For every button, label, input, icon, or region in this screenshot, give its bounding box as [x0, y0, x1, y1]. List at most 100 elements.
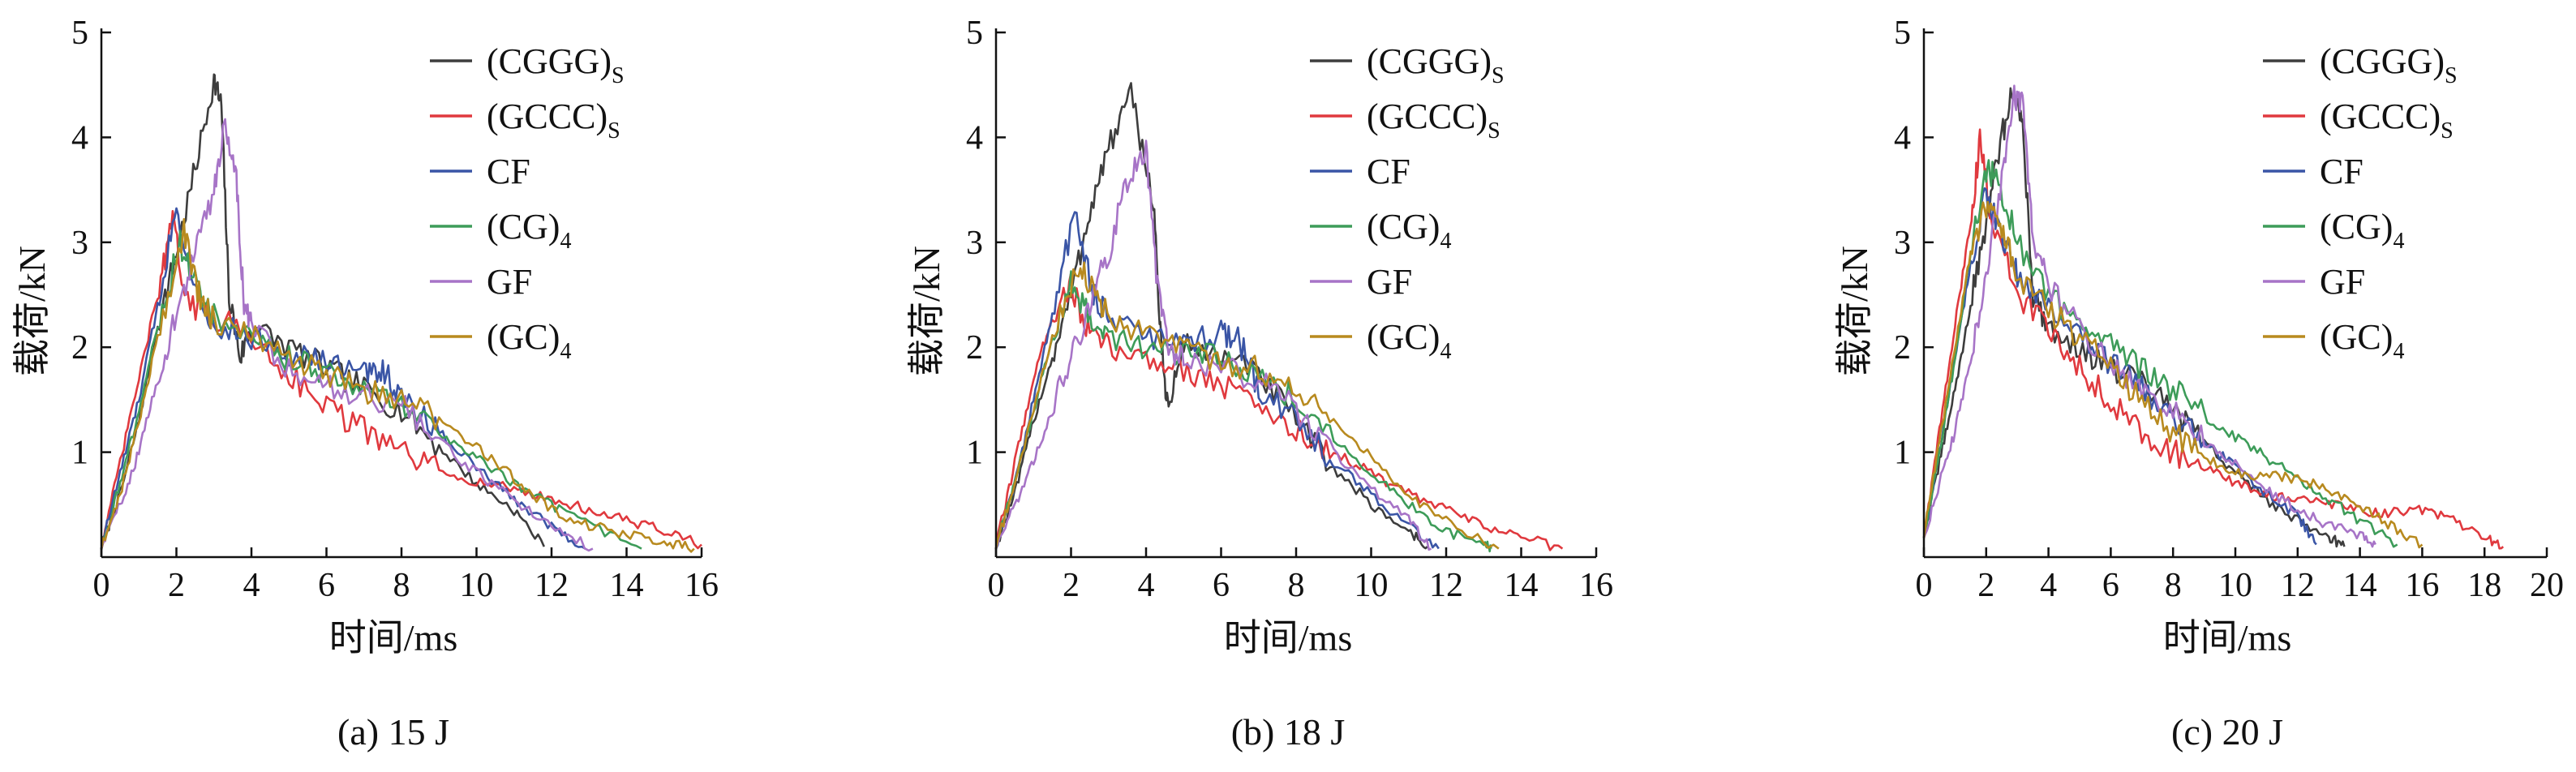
legend-label: (CG)4 [1367, 207, 1451, 254]
legend-subscript: S [1492, 63, 1505, 88]
x-tick-label: 14 [1505, 567, 1539, 604]
legend-subscript: S [2445, 63, 2458, 88]
legend-subscript: 4 [560, 229, 571, 254]
series-line-gf [994, 139, 1432, 551]
x-tick-label: 0 [93, 567, 110, 604]
series-line-gc4 [1922, 200, 2424, 549]
series-line-cf [100, 207, 586, 550]
legend-label: (CGGG)S [2320, 41, 2458, 88]
legend: (CGGG)S (GCCC)S CF (CG)4 GF (GC)4 [1310, 41, 1505, 364]
x-tick-label: 14 [610, 567, 644, 604]
series-line-gc4 [994, 261, 1500, 550]
y-tick-label: 2 [966, 329, 983, 367]
x-axis-label: 时间/ms [1224, 617, 1352, 658]
series-line-gf [100, 118, 594, 552]
y-tick-label: 2 [1894, 329, 1911, 367]
y-tick-label: 3 [966, 225, 983, 262]
x-tick-label: 4 [2040, 567, 2057, 604]
x-tick-label: 2 [1063, 567, 1080, 604]
y-tick-label: 1 [1894, 435, 1911, 472]
legend-label: (CG)4 [2320, 207, 2404, 254]
legend-subscript: 4 [2393, 229, 2404, 254]
x-axis-label: 时间/ms [329, 617, 457, 658]
series-line-cg4 [100, 229, 642, 550]
legend-label: (CGGG)S [1367, 41, 1505, 88]
x-tick-label: 8 [1288, 567, 1305, 604]
legend-label: (CG)4 [487, 207, 571, 254]
x-tick-label: 16 [1579, 567, 1613, 604]
legend-label: CF [1367, 152, 1410, 191]
legend: (CGGG)S (GCCC)S CF (CG)4 GF (GC)4 [430, 41, 625, 364]
x-tick-label: 6 [1213, 567, 1230, 604]
x-tick-label: 4 [243, 567, 260, 604]
series-line-gf [1922, 84, 2376, 548]
legend-subscript: 4 [2393, 339, 2404, 364]
series-line-gcccs [1922, 128, 2505, 550]
legend-subscript: S [1488, 118, 1501, 144]
x-tick-label: 2 [168, 567, 185, 604]
x-tick-label: 16 [2405, 567, 2439, 604]
x-axis-label: 时间/ms [2163, 617, 2291, 658]
legend-label: GF [1367, 262, 1412, 302]
x-tick-label: 10 [1355, 567, 1389, 604]
series-line-gc4 [100, 217, 695, 553]
y-tick-label: 5 [966, 15, 983, 52]
x-tick-label: 2 [1977, 567, 1994, 604]
legend: (CGGG)S (GCCC)S CF (CG)4 GF (GC)4 [2263, 41, 2458, 364]
x-tick-label: 0 [988, 567, 1005, 604]
y-tick-label: 5 [71, 15, 88, 52]
legend-label: CF [2320, 152, 2363, 191]
x-tick-label: 12 [2281, 567, 2315, 604]
legend-label: CF [487, 152, 530, 191]
series-line-cgggs [1922, 87, 2346, 548]
x-tick-label: 14 [2343, 567, 2377, 604]
legend-subscript: S [2441, 118, 2454, 144]
y-tick-label: 1 [966, 435, 983, 472]
x-tick-label: 0 [1916, 567, 1933, 604]
y-axis-label: 载荷/kN [11, 246, 53, 376]
x-tick-label: 12 [1429, 567, 1463, 604]
legend-subscript: 4 [560, 339, 571, 364]
x-tick-label: 18 [2467, 567, 2501, 604]
x-tick-label: 8 [2165, 567, 2182, 604]
legend-label: GF [487, 262, 532, 302]
y-tick-label: 4 [1894, 119, 1911, 157]
series-line-cf [994, 211, 1440, 550]
legend-label: (GCCC)S [2320, 96, 2454, 144]
x-tick-label: 6 [318, 567, 335, 604]
y-tick-label: 1 [71, 435, 88, 472]
x-tick-label: 20 [2530, 567, 2564, 604]
panel-caption: (c) 20 J [2171, 711, 2283, 753]
legend-label: (GC)4 [1367, 317, 1451, 364]
x-tick-label: 16 [685, 567, 719, 604]
legend-label: (GC)4 [2320, 317, 2404, 364]
y-tick-label: 3 [1894, 225, 1911, 262]
legend-subscript: 4 [1440, 229, 1451, 254]
legend-label: (CGGG)S [487, 41, 625, 88]
y-tick-label: 2 [71, 329, 88, 367]
x-tick-label: 10 [2218, 567, 2252, 604]
legend-subscript: 4 [1440, 339, 1451, 364]
panel-caption: (a) 15 J [337, 711, 449, 753]
legend-label: (GC)4 [487, 317, 571, 364]
panel-caption: (b) 18 J [1231, 711, 1346, 753]
series-line-cg4 [994, 270, 1492, 553]
legend-subscript: S [612, 63, 625, 88]
legend-label: GF [2320, 262, 2365, 302]
y-axis-label: 载荷/kN [1834, 246, 1875, 376]
x-tick-label: 4 [1138, 567, 1155, 604]
y-tick-label: 4 [966, 119, 983, 157]
y-tick-label: 5 [1894, 15, 1911, 52]
y-axis-label: 载荷/kN [906, 246, 947, 376]
x-tick-label: 12 [535, 567, 569, 604]
y-tick-label: 3 [71, 225, 88, 262]
x-tick-label: 8 [393, 567, 410, 604]
series-line-cgggs [100, 73, 545, 550]
x-tick-label: 6 [2102, 567, 2119, 604]
legend-label: (GCCC)S [487, 96, 620, 144]
legend-label: (GCCC)S [1367, 96, 1501, 144]
